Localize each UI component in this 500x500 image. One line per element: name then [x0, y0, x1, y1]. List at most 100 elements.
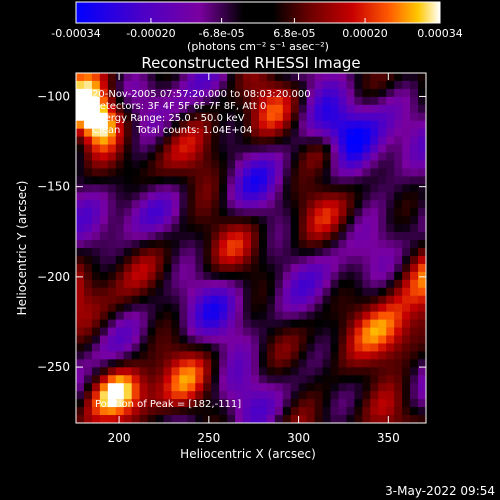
heatmap-pixel [139, 415, 148, 423]
heatmap-pixel [76, 192, 85, 201]
heatmap-pixel [346, 287, 355, 297]
heatmap-pixel [282, 192, 292, 201]
heatmap-pixel [330, 383, 339, 392]
heatmap-pixel [418, 176, 426, 185]
heatmap-pixel [243, 367, 252, 376]
heatmap-pixel [76, 248, 85, 257]
heatmap-pixel [362, 240, 371, 249]
heatmap-pixel [386, 391, 395, 400]
heatmap-pixel [314, 200, 323, 209]
heatmap-pixel [171, 415, 180, 423]
heatmap-pixel [290, 224, 300, 233]
heatmap-pixel [251, 391, 260, 400]
heatmap-pixel [290, 112, 300, 122]
heatmap-pixel [203, 208, 212, 217]
heatmap-pixel [258, 88, 268, 98]
heatmap-pixel [338, 144, 347, 153]
heatmap-pixel [306, 232, 315, 241]
heatmap-pixel [338, 96, 347, 106]
heatmap-pixel [243, 208, 252, 217]
heatmap-pixel [314, 240, 323, 249]
heatmap-pixel [378, 104, 387, 114]
heatmap-pixel [147, 208, 156, 217]
heatmap-pixel [195, 184, 204, 193]
heatmap-pixel [195, 200, 204, 209]
heatmap-pixel [76, 240, 85, 249]
heatmap-pixel [370, 359, 379, 368]
heatmap-pixel [155, 367, 164, 376]
heatmap-pixel [83, 303, 93, 312]
heatmap-pixel [211, 136, 220, 145]
heatmap-pixel [322, 184, 331, 193]
heatmap-pixel [386, 383, 395, 392]
heatmap-pixel [219, 311, 228, 320]
heatmap-pixel [227, 216, 236, 225]
heatmap-pixel [354, 224, 363, 233]
heatmap-pixel [402, 391, 411, 400]
heatmap-pixel [418, 200, 426, 209]
heatmap-pixel [211, 287, 220, 297]
heatmap-pixel [258, 335, 268, 344]
heatmap-pixel [298, 208, 307, 217]
heatmap-pixel [370, 73, 379, 82]
heatmap-pixel [402, 263, 411, 273]
heatmap-pixel [314, 375, 323, 384]
heatmap-pixel [258, 295, 268, 304]
heatmap-pixel [139, 200, 148, 209]
heatmap-pixel [139, 224, 148, 233]
heatmap-pixel [235, 96, 244, 106]
heatmap-pixel [251, 160, 260, 169]
heatmap-pixel [163, 208, 172, 217]
heatmap-pixel [219, 152, 228, 161]
heatmap-pixel [187, 263, 196, 273]
heatmap-pixel [123, 327, 132, 336]
heatmap-pixel [251, 88, 260, 98]
heatmap-pixel [418, 168, 426, 177]
heatmap-pixel [298, 104, 307, 114]
heatmap-pixel [402, 359, 411, 368]
heatmap-pixel [266, 319, 276, 328]
heatmap-pixel [314, 319, 323, 328]
heatmap-pixel [163, 287, 172, 297]
heatmap-pixel [203, 112, 212, 122]
heatmap-pixel [179, 88, 188, 98]
heatmap-pixel [155, 303, 164, 312]
heatmap-pixel [386, 208, 395, 217]
heatmap-pixel [362, 351, 371, 360]
heatmap-pixel [402, 168, 411, 177]
heatmap-pixel [354, 383, 363, 392]
heatmap-pixel [274, 367, 284, 376]
heatmap-pixel [306, 80, 315, 90]
heatmap-pixel [115, 176, 125, 185]
heatmap-pixel [314, 255, 323, 265]
heatmap-pixel [378, 351, 387, 360]
heatmap-pixel [330, 184, 339, 193]
heatmap-pixel [266, 112, 276, 122]
heatmap-pixel [107, 160, 117, 169]
heatmap-pixel [274, 279, 284, 289]
heatmap-pixel [211, 200, 220, 209]
heatmap-pixel [179, 255, 188, 265]
heatmap-pixel [163, 73, 172, 82]
heatmap-pixel [147, 96, 156, 106]
heatmap-pixel [107, 112, 117, 122]
heatmap-pixel [211, 176, 220, 185]
heatmap-pixel [139, 335, 148, 344]
heatmap-pixel [76, 375, 85, 384]
heatmap-pixel [314, 192, 323, 201]
heatmap-pixel [306, 200, 315, 209]
heatmap-pixel [298, 96, 307, 106]
heatmap-pixel [282, 399, 292, 408]
heatmap-pixel [99, 295, 109, 304]
heatmap-pixel [394, 383, 403, 392]
heatmap-pixel [235, 327, 244, 336]
heatmap-pixel [195, 232, 204, 241]
heatmap-pixel [243, 88, 252, 98]
heatmap-pixel [163, 120, 172, 129]
heatmap-pixel [354, 319, 363, 328]
heatmap-pixel [410, 88, 419, 98]
heatmap-pixel [107, 311, 117, 320]
heatmap-pixel [91, 144, 101, 153]
heatmap-pixel [338, 255, 347, 265]
heatmap-pixel [258, 168, 268, 177]
